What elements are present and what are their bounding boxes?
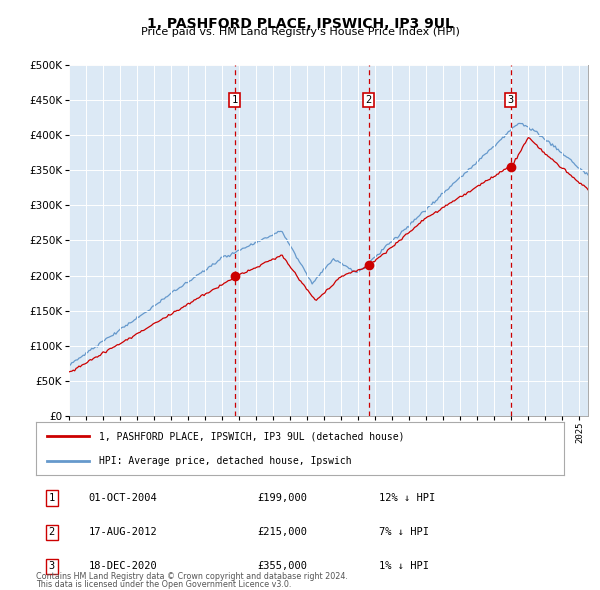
Text: This data is licensed under the Open Government Licence v3.0.: This data is licensed under the Open Gov… bbox=[36, 580, 292, 589]
Text: £355,000: £355,000 bbox=[258, 562, 308, 571]
Text: 1% ↓ HPI: 1% ↓ HPI bbox=[379, 562, 429, 571]
Text: Contains HM Land Registry data © Crown copyright and database right 2024.: Contains HM Land Registry data © Crown c… bbox=[36, 572, 348, 581]
Text: 7% ↓ HPI: 7% ↓ HPI bbox=[379, 527, 429, 537]
Text: 1: 1 bbox=[232, 95, 238, 105]
Text: 3: 3 bbox=[508, 95, 514, 105]
Text: 2: 2 bbox=[366, 95, 372, 105]
Text: 1: 1 bbox=[49, 493, 55, 503]
Text: 12% ↓ HPI: 12% ↓ HPI bbox=[379, 493, 436, 503]
Text: 2: 2 bbox=[49, 527, 55, 537]
Text: 17-AUG-2012: 17-AUG-2012 bbox=[89, 527, 158, 537]
Text: 01-OCT-2004: 01-OCT-2004 bbox=[89, 493, 158, 503]
Text: £215,000: £215,000 bbox=[258, 527, 308, 537]
Text: 1, PASHFORD PLACE, IPSWICH, IP3 9UL: 1, PASHFORD PLACE, IPSWICH, IP3 9UL bbox=[146, 17, 454, 31]
Text: 1, PASHFORD PLACE, IPSWICH, IP3 9UL (detached house): 1, PASHFORD PLACE, IPSWICH, IP3 9UL (det… bbox=[100, 431, 405, 441]
Text: 18-DEC-2020: 18-DEC-2020 bbox=[89, 562, 158, 571]
Text: 3: 3 bbox=[49, 562, 55, 571]
Text: £199,000: £199,000 bbox=[258, 493, 308, 503]
Text: Price paid vs. HM Land Registry's House Price Index (HPI): Price paid vs. HM Land Registry's House … bbox=[140, 27, 460, 37]
Text: HPI: Average price, detached house, Ipswich: HPI: Average price, detached house, Ipsw… bbox=[100, 455, 352, 466]
